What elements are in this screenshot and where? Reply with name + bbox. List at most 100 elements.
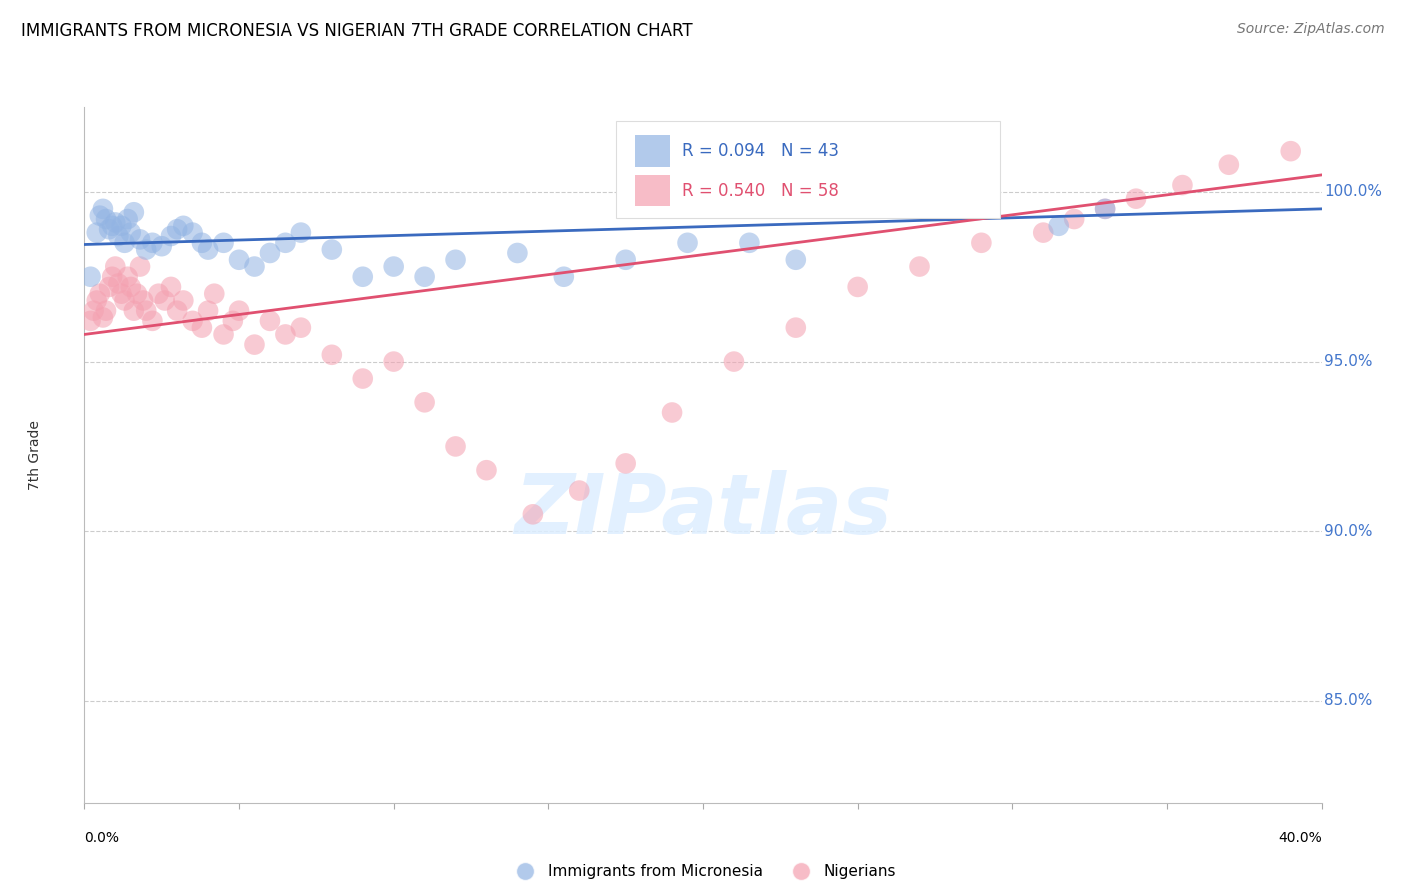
Point [94, 303, 117, 318]
Point [89, 209, 111, 223]
Point [723, 354, 745, 368]
Point [129, 260, 152, 274]
Point [212, 327, 235, 342]
Point [444, 439, 467, 453]
Text: IMMIGRANTS FROM MICRONESIA VS NIGERIAN 7TH GRADE CORRELATION CHART: IMMIGRANTS FROM MICRONESIA VS NIGERIAN 7… [21, 22, 693, 40]
Point [86, 226, 108, 240]
Point [290, 320, 312, 334]
Text: 7th Grade: 7th Grade [28, 420, 42, 490]
Point [148, 286, 170, 301]
Point [202, 286, 225, 301]
Point [129, 232, 152, 246]
Point [444, 252, 467, 267]
Point [785, 320, 807, 334]
Point [79, 269, 101, 284]
Point [1125, 192, 1147, 206]
Text: ZIPatlas: ZIPatlas [515, 470, 891, 551]
Point [150, 239, 173, 253]
Point [846, 280, 869, 294]
Point [274, 327, 297, 342]
Point [117, 269, 139, 284]
Text: 95.0%: 95.0% [1324, 354, 1372, 369]
Point [141, 235, 163, 250]
Point [172, 219, 194, 233]
Point [274, 235, 297, 250]
Point [197, 243, 219, 257]
FancyBboxPatch shape [616, 121, 1000, 219]
Point [382, 354, 405, 368]
Point [614, 252, 637, 267]
Point [114, 293, 136, 308]
Point [135, 303, 157, 318]
FancyBboxPatch shape [636, 175, 669, 206]
Point [98, 222, 121, 236]
Point [259, 314, 281, 328]
Point [181, 226, 204, 240]
Legend: Immigrants from Micronesia, Nigerians: Immigrants from Micronesia, Nigerians [503, 858, 903, 886]
Point [166, 222, 188, 236]
Point [553, 269, 575, 284]
Point [228, 303, 250, 318]
Point [970, 235, 993, 250]
Point [125, 286, 148, 301]
Point [132, 293, 155, 308]
Text: 100.0%: 100.0% [1324, 185, 1382, 200]
Point [321, 243, 343, 257]
Point [120, 280, 142, 294]
Point [114, 235, 136, 250]
Point [614, 457, 637, 471]
Point [122, 205, 145, 219]
FancyBboxPatch shape [636, 136, 669, 167]
Point [122, 303, 145, 318]
Point [1063, 212, 1085, 227]
Point [212, 235, 235, 250]
Point [352, 269, 374, 284]
Text: 85.0%: 85.0% [1324, 693, 1372, 708]
Point [1218, 158, 1240, 172]
Point [243, 337, 266, 351]
Text: 40.0%: 40.0% [1278, 830, 1322, 845]
Point [568, 483, 591, 498]
Point [104, 260, 127, 274]
Point [259, 246, 281, 260]
Point [135, 243, 157, 257]
Point [243, 260, 266, 274]
Point [94, 212, 117, 227]
Point [1032, 226, 1054, 240]
Point [908, 260, 931, 274]
Point [83, 303, 105, 318]
Point [107, 277, 129, 291]
Point [352, 371, 374, 385]
Point [222, 314, 245, 328]
Point [413, 269, 436, 284]
Point [117, 212, 139, 227]
Point [107, 229, 129, 244]
Point [382, 260, 405, 274]
Point [413, 395, 436, 409]
Point [172, 293, 194, 308]
Point [1094, 202, 1116, 216]
Point [181, 314, 204, 328]
Point [101, 269, 124, 284]
Point [321, 348, 343, 362]
Point [79, 314, 101, 328]
Point [110, 219, 132, 233]
Point [738, 235, 761, 250]
Text: 90.0%: 90.0% [1324, 524, 1372, 539]
Point [1094, 202, 1116, 216]
Point [120, 226, 142, 240]
Point [153, 293, 176, 308]
Point [197, 303, 219, 318]
Text: R = 0.540   N = 58: R = 0.540 N = 58 [682, 182, 839, 200]
Point [160, 280, 183, 294]
Point [98, 280, 121, 294]
Point [228, 252, 250, 267]
Point [160, 229, 183, 244]
Point [1171, 178, 1194, 193]
Point [91, 310, 114, 325]
Point [191, 235, 214, 250]
Point [676, 235, 699, 250]
Point [141, 314, 163, 328]
Text: R = 0.094   N = 43: R = 0.094 N = 43 [682, 142, 839, 160]
Point [475, 463, 498, 477]
